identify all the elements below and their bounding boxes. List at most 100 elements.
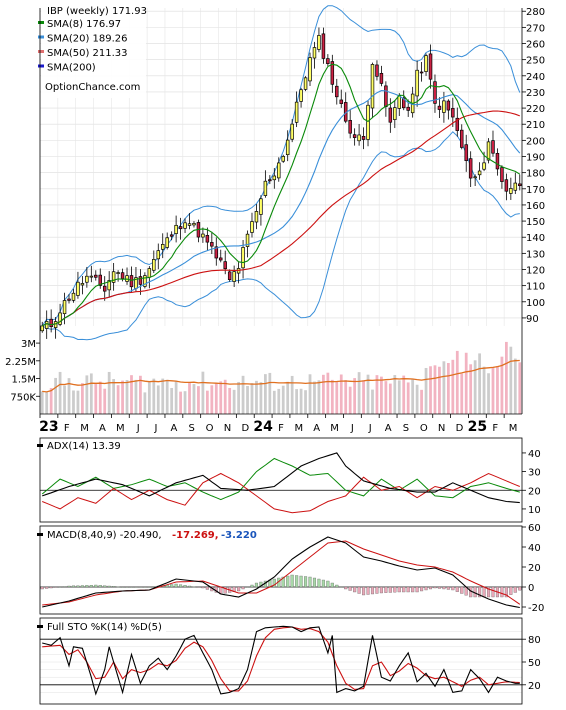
candle-down (227, 271, 232, 280)
price-tick-label: 250 (526, 56, 545, 67)
candle-down (495, 152, 500, 170)
price-tick-label: 90 (526, 314, 539, 325)
volume-bar (317, 380, 321, 414)
x-axis-label: O (420, 423, 428, 434)
volume-bar (188, 382, 191, 414)
volume-bar (438, 366, 441, 414)
candle-down (518, 183, 522, 187)
x-axis-label: F (492, 423, 498, 434)
volume-bar (76, 390, 80, 414)
legend-swatch (38, 21, 44, 24)
volume-bar (156, 385, 160, 414)
candle-down (388, 107, 393, 123)
volume-bar (433, 365, 437, 414)
x-axis-label: M (80, 423, 89, 434)
x-axis-label: M (116, 423, 125, 434)
macd-histogram-bar (397, 586, 401, 593)
macd-title-bg (41, 528, 261, 541)
price-tick-label: 180 (526, 169, 545, 180)
macd-histogram-bar (491, 586, 495, 598)
macd-histogram-bar (455, 586, 459, 592)
volume-bar (45, 392, 49, 414)
macd-histogram-bar (509, 586, 513, 595)
volume-bar (272, 390, 276, 414)
macd-tick-label: 20 (528, 563, 541, 574)
candle-up (312, 47, 317, 59)
macd-histogram-bar (290, 574, 294, 588)
volume-bar (326, 372, 330, 414)
candle-up (58, 312, 62, 325)
candle-up (183, 222, 187, 229)
legend-source: OptionChance.com (45, 82, 140, 93)
volume-bar (322, 374, 325, 414)
candle-up (76, 281, 80, 296)
macd-histogram-bar (317, 578, 321, 588)
adx-tick-label: 30 (528, 468, 541, 479)
volume-bar (281, 385, 285, 414)
candle-down (330, 61, 335, 85)
adx-title-bg (41, 439, 123, 452)
candle-up (241, 247, 245, 269)
candle-up (152, 259, 156, 271)
adx-panel-frame (39, 437, 523, 523)
candle-up (187, 223, 192, 226)
volume-bar (125, 380, 129, 414)
volume-bar (67, 378, 71, 414)
candle-up (509, 188, 513, 194)
volume-bar (170, 387, 174, 414)
adx-title: ADX(14) 13.39 (47, 441, 121, 452)
candle-up (317, 35, 321, 50)
stochastic-tick-label: 20 (528, 681, 541, 692)
candle-up (111, 271, 116, 283)
macd-histogram-bar (437, 586, 441, 589)
volume-bar (214, 383, 218, 414)
volume-bar (58, 371, 62, 414)
macd-histogram-bar (45, 586, 49, 589)
volume-bar (201, 371, 205, 414)
macd-histogram-bar (486, 586, 491, 598)
x-axis-label: D (241, 423, 249, 434)
candle-up (201, 233, 205, 238)
candle-down (451, 108, 455, 118)
volume-bar (152, 378, 156, 414)
macd-histogram-bar (411, 586, 415, 593)
volume-bar (424, 367, 428, 414)
x-axis-label: N (438, 423, 445, 434)
macd-histogram-bar (94, 584, 98, 588)
x-axis-label: A (385, 423, 392, 434)
candle-down (446, 100, 451, 111)
candle-up (174, 224, 178, 234)
macd-histogram-bar (129, 586, 134, 588)
volume-bar (406, 382, 410, 414)
macd-histogram-bar (326, 580, 330, 588)
candle-down (464, 144, 468, 161)
volume-bar (335, 381, 339, 414)
x-axis-label: J (368, 423, 372, 434)
candle-down (205, 234, 210, 243)
volume-bar (134, 379, 138, 414)
volume-bar (353, 378, 357, 414)
candle-up (40, 325, 44, 332)
volume-bar (268, 372, 272, 414)
volume-bar (473, 360, 477, 414)
bollinger-lower-band (41, 131, 520, 341)
price-tick-label: 230 (526, 88, 545, 99)
candle-down (384, 85, 388, 107)
stochastic-title-bg (41, 620, 166, 633)
candle-up (232, 271, 236, 282)
x-axis-label: M (509, 423, 518, 434)
macd-histogram-bar (116, 586, 120, 588)
candle-down (94, 274, 98, 278)
x-axis-label: F (64, 423, 70, 434)
candle-down (348, 120, 352, 134)
x-axis-label: J (350, 423, 354, 434)
candle-up (277, 162, 281, 179)
macd-histogram-bar (58, 586, 62, 588)
macd-histogram-bar (76, 585, 80, 588)
candle-up (393, 107, 397, 120)
macd-histogram-bar (357, 586, 361, 594)
volume-bar (139, 375, 142, 414)
volume-bar (179, 391, 182, 414)
candle-down (120, 272, 125, 280)
volume-bar (259, 382, 263, 414)
